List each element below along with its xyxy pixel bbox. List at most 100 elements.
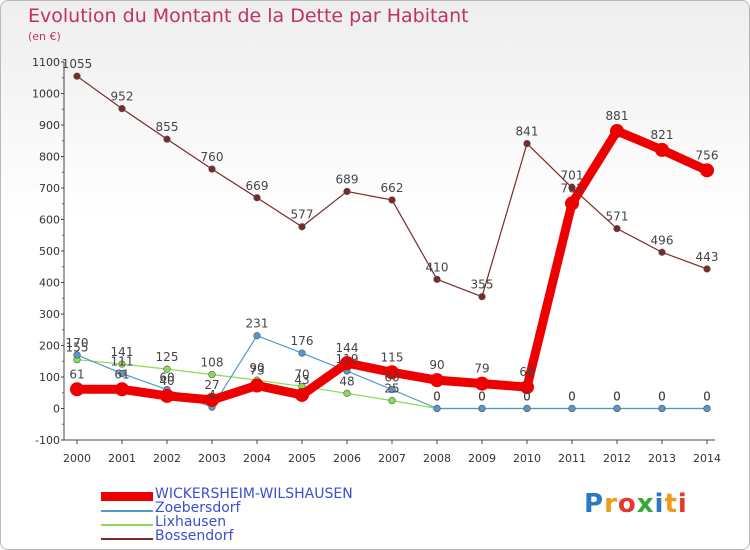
data-label: 701 [561,181,584,195]
y-tick-label: 300 [39,308,60,321]
data-point [118,369,126,378]
data-label: 4 [208,388,216,402]
data-point [298,223,306,231]
data-point [478,293,486,301]
data-label: 73 [249,364,264,378]
data-label: 571 [606,210,629,224]
data-point [475,376,489,391]
data-point [160,388,174,403]
y-tick-label: -100 [35,434,60,447]
y-tick-label: 200 [39,340,60,353]
data-point [433,275,441,283]
legend-label: WICKERSHEIM-WILSHAUSEN [155,486,353,502]
logo-letter: i [654,489,665,519]
data-point [253,194,261,202]
x-tick-label: 2000 [63,452,91,465]
data-label: 1055 [62,57,93,71]
y-tick-label: 700 [39,182,60,195]
data-label: 443 [696,250,719,264]
data-point [655,142,669,157]
chart-subtitle: (en €) [28,30,61,43]
x-tick-label: 2002 [153,452,181,465]
proxiti-logo: Proxiti [584,489,688,519]
data-label: 662 [381,181,404,195]
data-label: 90 [429,358,444,372]
data-point [700,163,714,178]
x-tick-label: 2013 [648,452,676,465]
chart-title: Evolution du Montant de la Dette par Hab… [28,5,469,27]
x-tick-label: 2014 [693,452,721,465]
data-point [73,72,81,80]
x-tick-label: 2008 [423,452,451,465]
y-tick-label: 600 [39,214,60,227]
data-label: 0 [703,390,711,404]
data-label: 881 [606,109,629,123]
x-tick-label: 2010 [513,452,541,465]
legend-swatch [101,492,153,501]
data-label: 115 [381,350,404,364]
data-label: 43 [294,373,309,387]
data-point [613,404,621,413]
data-point [340,356,354,371]
data-label: 0 [703,390,711,404]
data-label: 90 [249,361,264,375]
data-label: 119 [336,352,359,366]
x-tick-label: 2003 [198,452,226,465]
data-label: 0 [658,390,666,404]
data-point [115,382,129,397]
y-tick-label: 1100 [32,56,60,69]
data-label: 952 [111,90,134,104]
data-point [520,380,534,395]
data-point [703,404,711,413]
data-label: 0 [478,390,486,404]
data-label: 125 [156,350,179,364]
data-label: 48 [339,374,354,388]
data-label: 0 [523,390,531,404]
data-label: 669 [246,179,269,193]
x-tick-label: 2006 [333,452,361,465]
logo-letter: o [617,489,637,519]
x-tick-label: 2011 [558,452,586,465]
data-point [163,365,171,373]
data-label: 756 [696,148,719,162]
data-label: 821 [651,128,674,142]
y-tick-label: 500 [39,245,60,258]
data-point [253,332,261,340]
y-tick-label: 100 [39,371,60,384]
data-label: 577 [291,208,314,222]
legend-swatch [101,510,153,512]
data-point [298,349,306,357]
logo-letter: r [604,489,618,519]
data-point [73,351,81,359]
x-tick-label: 2009 [468,452,496,465]
data-point [208,165,216,173]
data-label: 111 [111,355,134,369]
data-label: 760 [201,150,224,164]
data-point [208,370,216,379]
logo-letter: i [677,489,688,519]
logo-letter: t [664,489,678,519]
data-point [658,404,666,413]
data-label: 0 [433,390,441,404]
data-label: 0 [613,390,621,404]
data-point [343,187,351,196]
data-label: 0 [433,390,441,404]
data-label: 25 [384,382,399,396]
data-label: 70 [294,367,309,381]
data-label: 0 [523,390,531,404]
data-label: 231 [246,317,269,331]
data-point [118,360,126,368]
data-label: 61 [69,367,84,381]
data-point [343,389,351,397]
data-label: 79 [474,362,489,376]
logo-letter: x [636,489,655,519]
data-label: 855 [156,120,179,134]
legend-label: Lixhausen [155,514,227,530]
data-point [385,365,399,380]
data-label: 689 [336,172,359,186]
data-label: 496 [651,233,674,247]
data-point [610,123,624,138]
data-label: 410 [426,260,449,274]
data-label: 61 [114,367,129,381]
